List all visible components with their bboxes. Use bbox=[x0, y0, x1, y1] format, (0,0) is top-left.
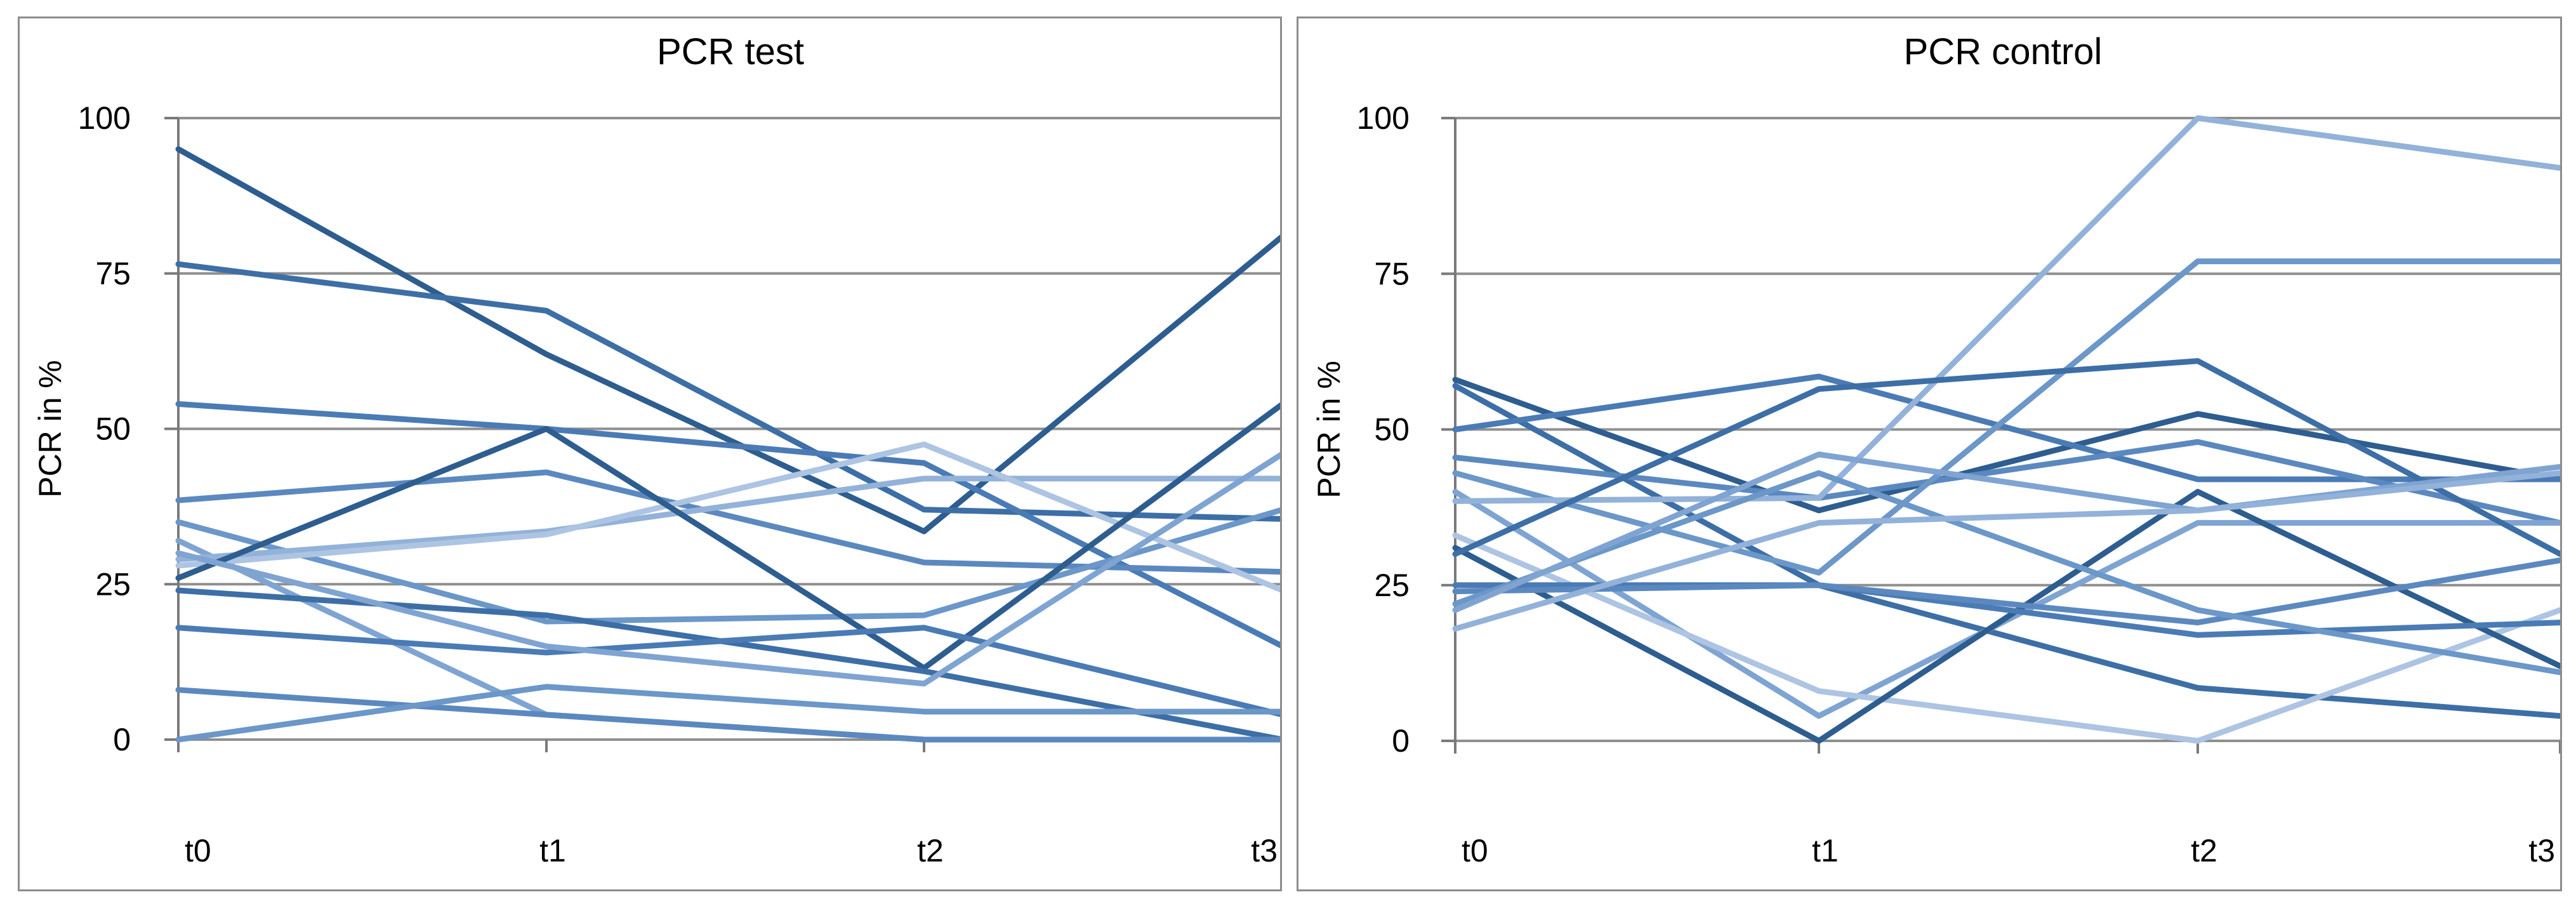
chart-1-series-line-10 bbox=[1452, 582, 2560, 638]
chart-0-series-line-6 bbox=[175, 475, 1280, 562]
chart-1-series-line-2 bbox=[1452, 373, 2560, 482]
chart-0-series-line-12 bbox=[175, 684, 1280, 743]
chart-0-ytick-label: 75 bbox=[95, 256, 131, 291]
chart-1-series-line-8 bbox=[1452, 489, 2560, 744]
chart-1-series-line-13 bbox=[1452, 451, 2560, 613]
chart-panel-pcr-test: PCR test 0 25 50 75 100 t0 t1 t2 t3 PCR in % bbox=[18, 17, 1282, 891]
chart-1-series-line-11 bbox=[1452, 557, 2560, 626]
chart-0-ytick-label: 100 bbox=[78, 100, 131, 136]
chart-1-ytick-label: 50 bbox=[1374, 412, 1410, 448]
chart-1-category-label: t1 bbox=[1812, 833, 1839, 868]
chart-0-series-line-4 bbox=[175, 507, 1280, 625]
chart-1-series-line-4 bbox=[1452, 258, 2560, 576]
chart-0-series-line-10 bbox=[175, 625, 1280, 717]
chart-0-series-line-13 bbox=[175, 451, 1280, 687]
chart-1-title: PCR control bbox=[1904, 31, 2103, 72]
chart-1-series-line-3 bbox=[1452, 439, 2560, 526]
chart-0-series-line-2 bbox=[175, 401, 1280, 649]
chart-0-ytick-label: 0 bbox=[113, 722, 131, 757]
chart-0-series-line-1 bbox=[175, 261, 1280, 522]
chart-1-category-label: t0 bbox=[1462, 833, 1488, 868]
chart-1-series-line-9 bbox=[1452, 358, 2560, 557]
chart-0-category-label: t3 bbox=[1251, 833, 1278, 868]
chart-0-category-label: t0 bbox=[185, 833, 211, 868]
chart-1-ytick-label: 25 bbox=[1374, 568, 1410, 603]
chart-0-series-line-9 bbox=[175, 587, 1280, 742]
chart-1-category-label: t3 bbox=[2528, 833, 2555, 868]
chart-1-series-line-6 bbox=[1452, 115, 2560, 504]
chart-0-ytick-label: 25 bbox=[95, 566, 131, 602]
chart-1-series-line-1 bbox=[1452, 383, 2560, 719]
chart-1-ytick-label: 100 bbox=[1357, 100, 1410, 136]
chart-0-y-axis-label: PCR in % bbox=[32, 360, 68, 498]
chart-1-ytick-label: 75 bbox=[1374, 256, 1410, 291]
chart-1-series-line-7 bbox=[1452, 532, 2560, 744]
chart-0-series-line-7 bbox=[175, 441, 1280, 593]
chart-0-series-line-8 bbox=[175, 402, 1280, 671]
chart-0-ytick-label: 50 bbox=[95, 411, 131, 447]
chart-1-series-line-12 bbox=[1452, 470, 2560, 675]
chart-1-series-line-0 bbox=[1452, 376, 2560, 514]
chart-0-series-line-11 bbox=[175, 687, 1280, 743]
chart-pcr-control: PCR control 0 25 50 75 100 t0 t1 t2 t3 PCR in % bbox=[1311, 31, 2560, 868]
chart-panel-pcr-control: PCR control 0 25 50 75 100 t0 t1 t2 t3 PCR in % bbox=[1297, 17, 2562, 891]
chart-0-title: PCR test bbox=[657, 31, 804, 72]
chart-1-y-axis-label: PCR in % bbox=[1311, 361, 1347, 498]
chart-1-ytick-label: 0 bbox=[1392, 723, 1410, 759]
chart-0-category-label: t1 bbox=[539, 833, 566, 868]
chart-0-category-label: t2 bbox=[917, 833, 944, 868]
chart-1-series-line-14 bbox=[1452, 470, 2560, 632]
chart-1-category-label: t2 bbox=[2191, 833, 2217, 868]
chart-0-series-line-0 bbox=[175, 146, 1280, 535]
chart-pcr-test: PCR test 0 25 50 75 100 t0 t1 t2 t3 PCR in % bbox=[32, 31, 1280, 868]
